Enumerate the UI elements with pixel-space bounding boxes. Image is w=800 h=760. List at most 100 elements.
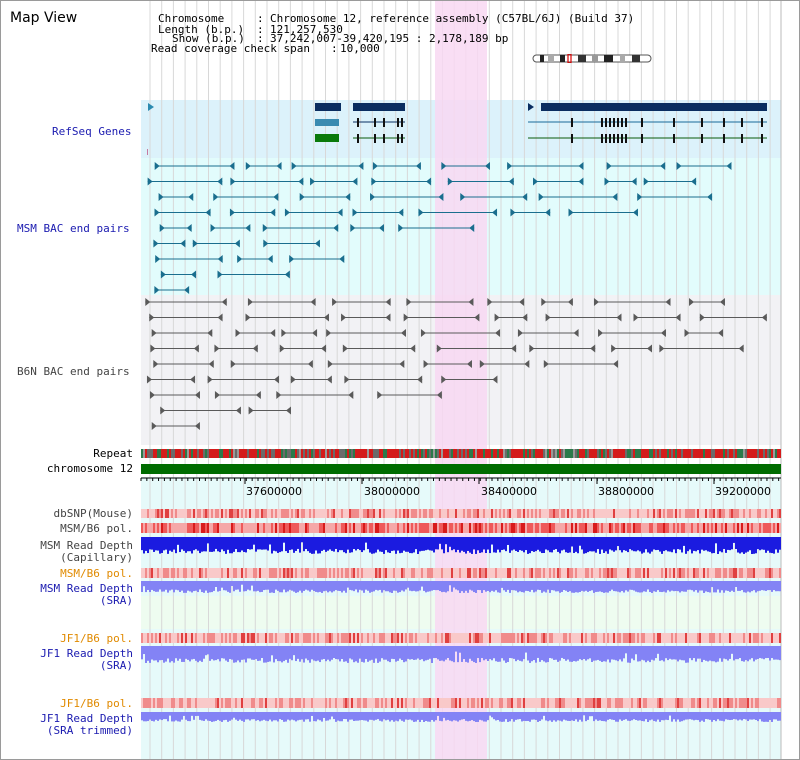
depth-bar: [627, 581, 629, 592]
msm-pol-cell: [329, 568, 331, 578]
dbsnp-cell: [629, 509, 631, 518]
depth-bar: [525, 581, 527, 591]
depth-bar: [437, 581, 439, 591]
depth-bar: [757, 646, 759, 659]
depth-bar: [465, 646, 467, 662]
dbsnp-cell: [657, 509, 659, 518]
msm-pol-cell: [741, 568, 743, 578]
jf1-pol-cell: [597, 633, 599, 643]
depth-bar: [475, 537, 477, 554]
depth-bar: [327, 581, 329, 593]
jf1-pol-cell: [635, 698, 637, 708]
depth-bar: [167, 537, 169, 554]
jf1-pol-cell: [763, 698, 765, 708]
jf1-pol-cell: [735, 698, 737, 708]
depth-bar: [751, 646, 753, 659]
msm-pol-cell: [655, 568, 657, 578]
dbsnp-cell: [453, 509, 455, 518]
jf1-pol-cell: [385, 698, 387, 708]
depth-bar: [529, 581, 531, 592]
label-msm-b6-pol[interactable]: MSM/B6 pol.: [60, 522, 133, 535]
dbsnp-cell: [365, 509, 367, 518]
dbsnp-cell: [299, 509, 301, 518]
depth-bar: [583, 537, 585, 554]
depth-bar: [771, 646, 773, 659]
dbsnp-cell: [283, 509, 285, 518]
gene-exon: [374, 118, 376, 127]
depth-bar: [193, 712, 195, 720]
depth-bar: [485, 581, 487, 592]
msm-pol-cell: [157, 568, 159, 578]
msm-pol-cell: [197, 523, 199, 533]
label-msm-read-depth-sra[interactable]: MSM Read Depth: [40, 582, 133, 595]
msm-pol-cell: [243, 568, 245, 578]
depth-bar: [295, 581, 297, 593]
label-b6n-bac-end-pairs[interactable]: B6N BAC end pairs: [17, 365, 130, 378]
repeat-segment: [565, 449, 567, 458]
depth-bar: [555, 537, 557, 550]
msm-pol-cell: [433, 523, 435, 533]
dbsnp-cell: [587, 509, 589, 518]
jf1-pol-cell: [291, 633, 293, 643]
repeat-segment: [249, 449, 251, 458]
msm-pol-cell: [737, 568, 739, 578]
depth-bar: [561, 581, 563, 592]
msm-pol-cell: [625, 523, 627, 533]
label-msm-bac-end-pairs[interactable]: MSM BAC end pairs: [17, 222, 130, 235]
depth-bar: [243, 646, 245, 660]
depth-bar: [355, 581, 357, 590]
depth-bar: [369, 712, 371, 720]
jf1-pol-cell: [675, 698, 677, 708]
depth-bar: [503, 537, 505, 550]
msm-pol-cell: [673, 568, 675, 578]
jf1-pol-cell: [377, 633, 379, 643]
depth-bar: [683, 646, 685, 661]
label-jf1-read-depth-sra[interactable]: JF1 Read Depth: [40, 647, 133, 660]
msm-pol-cell: [163, 568, 165, 578]
label-jf1-read-depth-trimmed[interactable]: JF1 Read Depth: [40, 712, 133, 725]
label-jf1-b6-pol-2[interactable]: JF1/B6 pol.: [60, 697, 133, 710]
depth-bar: [541, 646, 543, 661]
repeat-segment: [145, 449, 147, 458]
repeat-segment: [339, 449, 341, 458]
chromosome-ideogram[interactable]: [532, 54, 652, 63]
depth-bar: [271, 537, 273, 554]
jf1-pol-cell: [431, 698, 433, 708]
depth-bar: [365, 712, 367, 721]
msm-pol-cell: [195, 568, 197, 578]
label-refseq-genes[interactable]: RefSeq Genes: [52, 125, 132, 138]
depth-bar: [531, 537, 533, 552]
depth-bar: [379, 537, 381, 552]
depth-bar: [311, 712, 313, 716]
msm-pol-cell: [567, 568, 569, 578]
depth-bar: [387, 646, 389, 662]
bac-end-marker: [420, 329, 426, 337]
dbsnp-cell: [151, 509, 153, 518]
repeat-segment: [151, 449, 153, 458]
jf1-pol-cell: [223, 633, 225, 643]
jf1-pol-cell: [271, 698, 273, 708]
label-dbsnp[interactable]: dbSNP(Mouse): [53, 507, 133, 520]
depth-bar: [295, 537, 297, 551]
label-msm-b6-pol-2[interactable]: MSM/B6 pol.: [60, 567, 133, 580]
msm-pol-cell: [443, 523, 445, 533]
msm-pol-cell: [231, 523, 233, 533]
depth-bar: [329, 581, 331, 592]
repeat-segment: [307, 449, 309, 458]
depth-bar: [529, 712, 531, 722]
jf1-pol-cell: [603, 633, 605, 643]
bac-end-marker: [522, 313, 528, 322]
msm-pol-cell: [497, 568, 499, 578]
depth-bar: [601, 581, 603, 593]
bac-end-marker: [310, 298, 316, 306]
bac-end-marker: [342, 344, 348, 353]
repeat-segment: [445, 449, 447, 458]
depth-bar: [745, 712, 747, 720]
dbsnp-cell: [263, 509, 265, 518]
msm-pol-cell: [491, 523, 493, 533]
label-msm-read-depth-capillary[interactable]: MSM Read Depth: [40, 539, 133, 552]
depth-bar: [753, 581, 755, 591]
dbsnp-cell: [403, 509, 405, 518]
label-jf1-b6-pol[interactable]: JF1/B6 pol.: [60, 632, 133, 645]
depth-bar: [437, 712, 439, 716]
